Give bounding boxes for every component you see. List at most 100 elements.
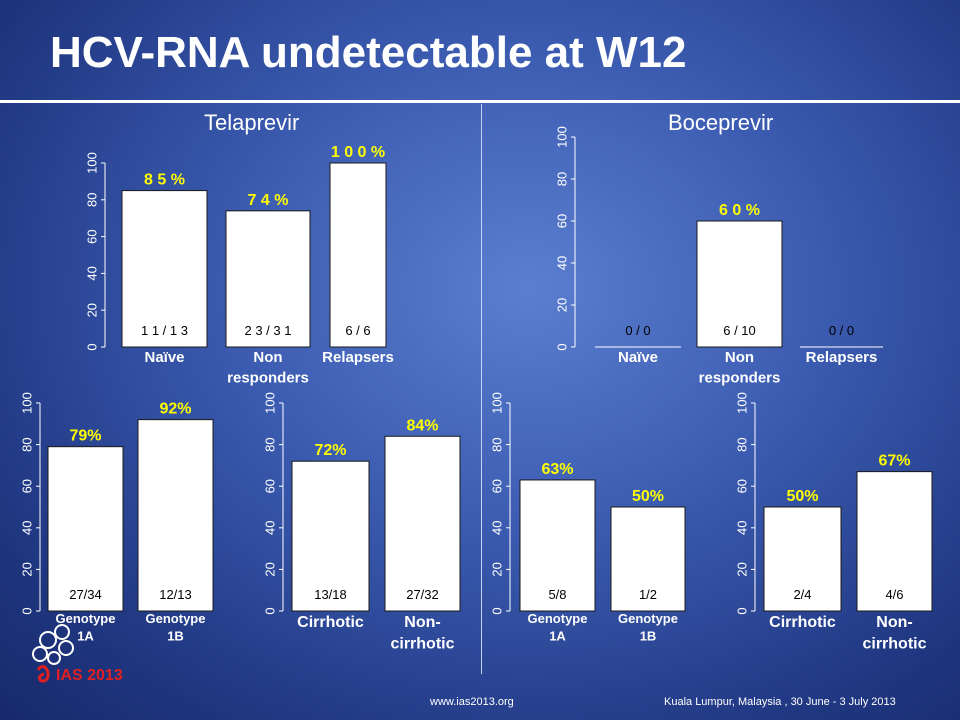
- y-tick-label: 100: [19, 392, 34, 414]
- y-tick-label: 100: [84, 152, 99, 174]
- bar-value-label: 1 0 0 %: [331, 144, 385, 161]
- y-tick-label: 0: [734, 607, 749, 614]
- y-tick-label: 40: [19, 521, 34, 535]
- y-tick-label: 40: [554, 256, 569, 270]
- category-label-line: Relapsers: [806, 349, 878, 366]
- category-label: Relapsers: [806, 349, 878, 366]
- bar-count-label: 27/34: [69, 587, 102, 602]
- y-tick-label: 80: [734, 437, 749, 451]
- category-label: Genotype 1A: [56, 611, 116, 644]
- y-tick-label: 20: [554, 298, 569, 312]
- center-divider: [481, 104, 482, 674]
- category-label: Genotype 1B: [618, 611, 678, 644]
- bar: [291, 460, 370, 612]
- category-label: Cirrhotic: [769, 614, 836, 631]
- bar-count-label: 12/13: [159, 587, 192, 602]
- y-tick-label: 0: [554, 343, 569, 350]
- y-tick-label: 100: [554, 126, 569, 148]
- category-label-line: responders: [699, 369, 781, 386]
- category-label-line: Genotype: [56, 611, 116, 626]
- bar: [519, 479, 596, 612]
- y-tick-label: 80: [84, 193, 99, 207]
- y-tick-label: 60: [262, 479, 277, 493]
- y-tick-label: 20: [262, 562, 277, 576]
- category-label-line: Naïve: [144, 349, 184, 366]
- y-tick-label: 40: [262, 521, 277, 535]
- category-label: Non responders: [699, 349, 781, 386]
- category-label-line: Non-: [404, 614, 440, 631]
- y-tick-label: 60: [554, 214, 569, 228]
- title-divider: [0, 100, 960, 103]
- bar-count-label: 2/4: [793, 587, 811, 602]
- y-tick-label: 0: [19, 607, 34, 614]
- bar-value-label: 6 0 %: [719, 202, 760, 219]
- category-label-line: 1A: [549, 629, 566, 644]
- bar-count-label: 4/6: [885, 587, 903, 602]
- drug-label-boceprevir: Boceprevir: [668, 110, 774, 135]
- category-label-line: Relapsers: [322, 349, 394, 366]
- category-label: Genotype 1B: [146, 611, 206, 644]
- y-tick-label: 80: [489, 437, 504, 451]
- y-tick-label: 40: [489, 521, 504, 535]
- footer-url: www.ias2013.org: [430, 696, 514, 708]
- bar: [47, 446, 124, 612]
- y-tick-label: 20: [489, 562, 504, 576]
- bar-value-label: 72%: [314, 442, 346, 459]
- drug-label-telaprevir: Telaprevir: [204, 110, 300, 135]
- bar: [225, 210, 311, 348]
- bar-value-label: 92%: [159, 401, 191, 418]
- y-tick-label: 60: [489, 479, 504, 493]
- category-label: Naïve: [144, 349, 184, 366]
- category-label-line: Non: [725, 349, 754, 366]
- bar-count-label: 1 1 / 1 3: [141, 323, 188, 338]
- y-tick-label: 60: [19, 479, 34, 493]
- category-label: Relapsers: [322, 349, 394, 366]
- bar-count-label: 6 / 6: [345, 323, 370, 338]
- bar-value-label: 8 5 %: [144, 172, 185, 189]
- y-tick-label: 20: [734, 562, 749, 576]
- bar-value-label: 50%: [786, 488, 818, 505]
- ias-logo-icon: [32, 624, 74, 683]
- category-label-line: 1B: [167, 629, 184, 644]
- bar-count-label: 1/2: [639, 587, 657, 602]
- category-label-line: Non-: [876, 614, 912, 631]
- category-label: Non responders: [227, 349, 309, 386]
- category-label: Non-cirrhotic: [390, 614, 454, 653]
- y-tick-label: 0: [84, 343, 99, 350]
- bar-value-label: 50%: [632, 488, 664, 505]
- bar: [137, 419, 214, 612]
- bar-count-label: 0 / 0: [829, 323, 854, 338]
- category-label-line: cirrhotic: [390, 636, 454, 653]
- category-label-line: Genotype: [528, 611, 588, 626]
- y-tick-label: 60: [84, 229, 99, 243]
- category-label-line: 1A: [77, 629, 94, 644]
- bar: [856, 471, 933, 612]
- category-label: Genotype 1A: [528, 611, 588, 644]
- bar-count-label: 13/18: [314, 587, 347, 602]
- bar-value-label: 84%: [406, 417, 438, 434]
- y-tick-label: 80: [262, 437, 277, 451]
- y-tick-label: 40: [734, 521, 749, 535]
- category-label-line: Cirrhotic: [769, 614, 836, 631]
- bar-count-label: 0 / 0: [625, 323, 650, 338]
- bar: [763, 506, 842, 612]
- category-label-line: Naïve: [618, 349, 658, 366]
- y-tick-label: 0: [262, 607, 277, 614]
- slide-title: HCV-RNA undetectable at W12: [50, 28, 687, 77]
- category-label: Naïve: [618, 349, 658, 366]
- bar-value-label: 7 4 %: [248, 192, 289, 209]
- y-tick-label: 60: [734, 479, 749, 493]
- category-label-line: 1B: [640, 629, 657, 644]
- bar-value-label: 63%: [541, 461, 573, 478]
- bar: [696, 220, 783, 348]
- y-tick-label: 20: [19, 562, 34, 576]
- bar-count-label: 2 3 / 3 1: [245, 323, 292, 338]
- bar: [384, 435, 461, 612]
- y-tick-label: 0: [489, 607, 504, 614]
- category-label-line: Non: [253, 349, 282, 366]
- y-tick-label: 20: [84, 303, 99, 317]
- footer-venue: Kuala Lumpur, Malaysia , 30 June - 3 Jul…: [664, 696, 896, 708]
- category-label-line: Genotype: [146, 611, 206, 626]
- y-tick-label: 40: [84, 266, 99, 280]
